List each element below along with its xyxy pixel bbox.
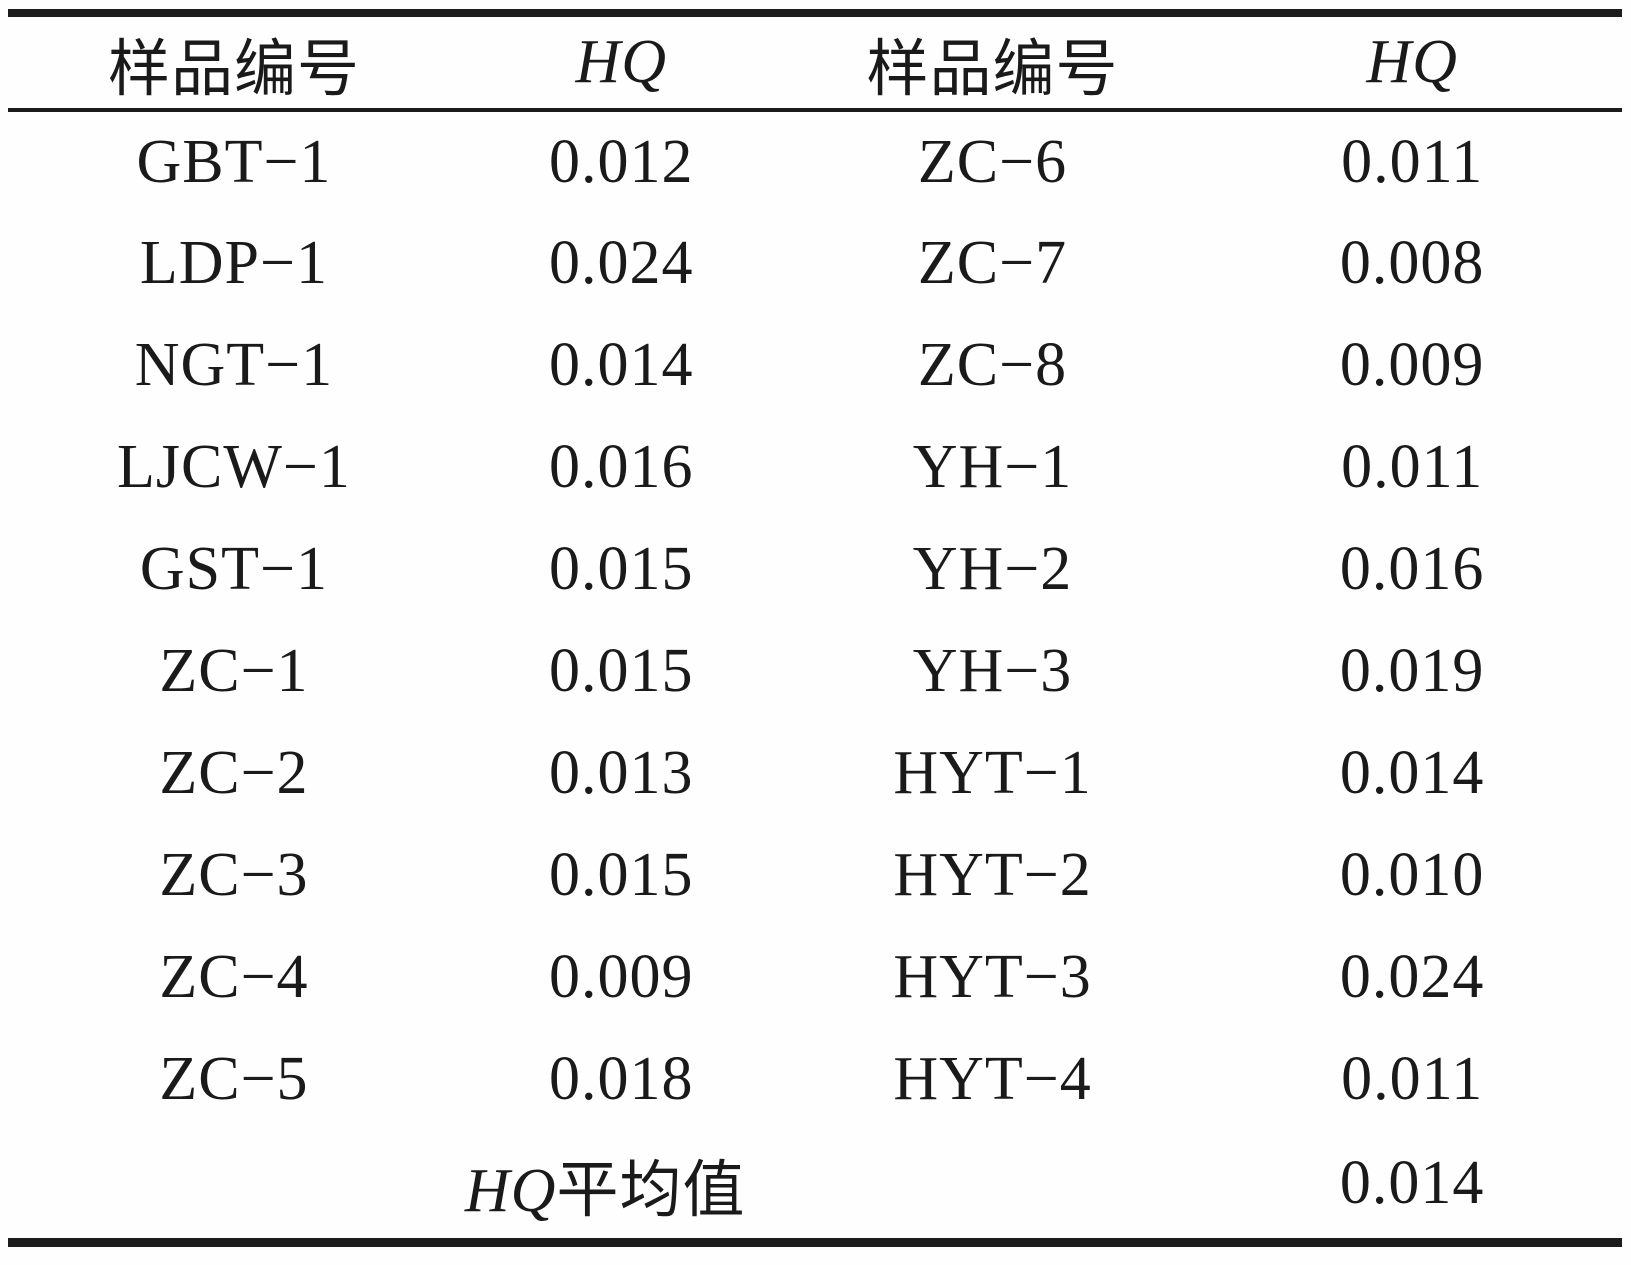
sample-id-cell: HYT−3 (893, 942, 1092, 1011)
hq-value-cell: 0.010 (1339, 840, 1485, 909)
hq-value-cell: 0.009 (549, 942, 694, 1011)
hq-value-cell: 0.015 (549, 636, 694, 705)
sample-id-cell: GST−1 (139, 534, 328, 603)
sample-id-cell: YH−3 (912, 636, 1073, 705)
table-row: GBT−1 0.012 ZC−6 0.011 (8, 110, 1622, 212)
hq-value-cell: 0.009 (1339, 330, 1485, 399)
sample-id-cell: YH−1 (912, 432, 1073, 501)
hq-value-cell: 0.016 (549, 432, 694, 501)
hq-value-cell: 0.013 (549, 738, 694, 807)
hq-average-label-suffix: 平均值 (556, 1156, 746, 1225)
hq-value-cell: 0.011 (1341, 127, 1484, 196)
sample-id-cell: ZC−2 (159, 738, 309, 807)
table-row: LJCW−1 0.016 YH−1 0.011 (8, 416, 1622, 518)
hq-value-cell: 0.011 (1341, 1044, 1484, 1113)
hq-value-cell: 0.014 (1339, 738, 1485, 807)
table-row: NGT−1 0.014 ZC−8 0.009 (8, 314, 1622, 416)
hq-value-cell: 0.018 (549, 1044, 694, 1113)
sample-id-cell: ZC−5 (159, 1044, 309, 1113)
header-sample-id-left: 样品编号 (107, 35, 360, 104)
table-row: ZC−2 0.013 HYT−1 0.014 (8, 722, 1622, 824)
sample-id-cell: HYT−2 (893, 840, 1092, 909)
sample-id-cell: GBT−1 (136, 127, 332, 196)
hq-value-cell: 0.015 (549, 534, 694, 603)
hq-value-cell: 0.016 (1339, 534, 1485, 603)
hq-value-cell: 0.014 (549, 330, 694, 399)
sample-id-cell: HYT−4 (893, 1044, 1092, 1113)
sample-id-cell: ZC−4 (159, 942, 309, 1011)
sample-id-cell: ZC−8 (917, 330, 1068, 399)
hq-value-cell: 0.012 (549, 127, 694, 196)
sample-id-cell: HYT−1 (893, 738, 1092, 807)
hq-value-cell: 0.024 (1339, 942, 1485, 1011)
table-row: ZC−3 0.015 HYT−2 0.010 (8, 824, 1622, 926)
sample-id-cell: ZC−7 (917, 228, 1068, 297)
sample-id-cell: ZC−6 (917, 127, 1068, 196)
sample-id-cell: ZC−1 (159, 636, 309, 705)
header-hq-right: HQ (1366, 28, 1458, 96)
header-row: 样品编号 HQ 样品编号 HQ (8, 13, 1622, 110)
header-sample-id-right: 样品编号 (866, 35, 1119, 104)
average-row: HQ平均值 0.014 (8, 1130, 1622, 1242)
hq-value-cell: 0.015 (549, 840, 694, 909)
table-row: ZC−4 0.009 HYT−3 0.024 (8, 926, 1622, 1028)
table-body: GBT−1 0.012 ZC−6 0.011 LDP−1 0.024 ZC−7 … (8, 110, 1622, 1242)
table-row: GST−1 0.015 YH−2 0.016 (8, 518, 1622, 620)
hq-average-label-hq: HQ (464, 1156, 557, 1225)
table-row: ZC−1 0.015 YH−3 0.019 (8, 620, 1622, 722)
sample-id-cell: ZC−3 (159, 840, 309, 909)
hq-average-value: 0.014 (1339, 1149, 1485, 1218)
hq-value-cell: 0.008 (1339, 228, 1485, 297)
table-header: 样品编号 HQ 样品编号 HQ (8, 13, 1622, 110)
table-row: LDP−1 0.024 ZC−7 0.008 (8, 212, 1622, 314)
hq-value-cell: 0.011 (1341, 432, 1484, 501)
hq-value-cell: 0.024 (549, 228, 694, 297)
hq-average-label: HQ平均值 (8, 1130, 1202, 1242)
sample-id-cell: LJCW−1 (117, 432, 351, 501)
sample-id-cell: NGT−1 (134, 330, 334, 399)
hq-value-cell: 0.019 (1339, 636, 1485, 705)
header-hq-left: HQ (575, 28, 668, 96)
hq-results-table: 样品编号 HQ 样品编号 HQ GBT−1 0.012 ZC−6 0.011 L… (8, 9, 1622, 1247)
table-row: ZC−5 0.018 HYT−4 0.011 (8, 1028, 1622, 1130)
sample-id-cell: LDP−1 (139, 228, 328, 297)
sample-id-cell: YH−2 (912, 534, 1073, 603)
